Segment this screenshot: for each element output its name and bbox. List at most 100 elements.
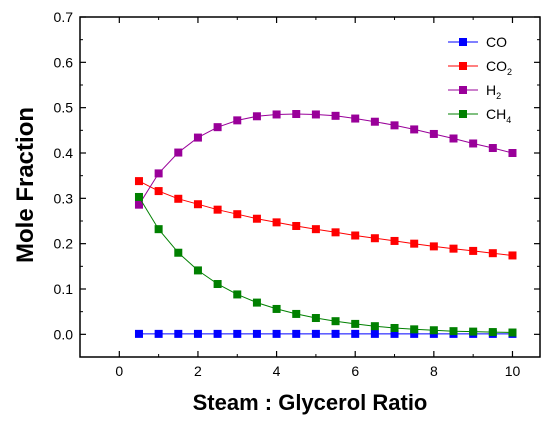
y-tick-label: 0.5 <box>54 100 74 116</box>
data-point-h2 <box>410 125 419 134</box>
data-point-co <box>213 329 222 338</box>
data-point-ch4 <box>390 323 399 332</box>
data-point-h2 <box>292 110 301 119</box>
x-tick-label: 8 <box>430 363 438 379</box>
data-point-co2 <box>351 231 360 240</box>
data-point-co2 <box>469 246 478 255</box>
y-tick-label: 0.4 <box>54 145 74 161</box>
data-point-h2 <box>154 169 163 178</box>
data-point-co2 <box>272 218 281 227</box>
series-line-ch4 <box>138 196 513 333</box>
data-point-co2 <box>488 249 497 258</box>
tick-labels: 0 2 4 6 8 10 0.0 0.1 0.2 0.3 0.4 0.5 0.6 0.7 <box>54 9 521 379</box>
data-point-h2 <box>213 123 222 132</box>
data-point-co2 <box>134 177 143 186</box>
x-tick-label: 0 <box>115 363 123 379</box>
data-point-co2 <box>311 225 320 234</box>
data-point-co <box>311 329 320 338</box>
y-tick-label: 0.0 <box>54 326 74 342</box>
x-tick-label: 2 <box>194 363 202 379</box>
legend-label-ch4: CH4 <box>486 106 511 125</box>
plot-frame <box>79 16 541 358</box>
data-point-co <box>252 329 261 338</box>
data-point-ch4 <box>174 248 183 257</box>
data-point-h2 <box>134 200 143 209</box>
series-layer <box>134 110 517 338</box>
y-tick-label: 0.1 <box>54 281 74 297</box>
series-line-co2 <box>138 180 513 256</box>
data-point-co <box>292 329 301 338</box>
data-point-co <box>410 329 419 338</box>
y-tick-label: 0.6 <box>54 54 74 70</box>
data-point-ch4 <box>193 266 202 275</box>
data-point-ch4 <box>370 322 379 331</box>
legend-marker <box>459 38 467 46</box>
series-line-h2 <box>138 113 513 205</box>
legend-item-co2: CO2 <box>448 58 512 77</box>
data-point-ch4 <box>311 314 320 323</box>
data-point-ch4 <box>292 309 301 318</box>
series-h2 <box>134 110 517 209</box>
data-point-h2 <box>252 112 261 121</box>
data-point-ch4 <box>331 317 340 326</box>
data-point-co <box>233 329 242 338</box>
data-point-h2 <box>351 114 360 123</box>
data-point-ch4 <box>272 304 281 313</box>
data-point-h2 <box>469 139 478 148</box>
x-tick-label: 4 <box>273 363 281 379</box>
data-point-ch4 <box>410 325 419 334</box>
data-point-co2 <box>390 236 399 245</box>
data-point-co <box>174 329 183 338</box>
y-tick-label: 0.3 <box>54 190 74 206</box>
legend: CO CO2 H2 CH4 <box>448 34 512 125</box>
data-point-co2 <box>213 205 222 214</box>
data-point-ch4 <box>469 327 478 336</box>
data-point-h2 <box>449 134 458 143</box>
legend-label-co: CO <box>486 34 507 50</box>
data-point-ch4 <box>449 327 458 336</box>
x-tick-label: 6 <box>351 363 359 379</box>
data-point-ch4 <box>488 328 497 337</box>
series-co2 <box>134 177 517 260</box>
series-ch4 <box>134 192 517 337</box>
axis-ticks <box>80 16 540 357</box>
data-point-co2 <box>449 244 458 253</box>
data-point-co <box>134 329 143 338</box>
data-point-co2 <box>193 200 202 209</box>
legend-marker <box>459 62 467 70</box>
data-point-co <box>272 329 281 338</box>
data-point-co2 <box>252 214 261 223</box>
legend-marker <box>459 110 467 118</box>
data-point-co2 <box>292 221 301 230</box>
data-point-co2 <box>370 234 379 243</box>
legend-marker <box>459 86 467 94</box>
x-axis-title: Steam : Glycerol Ratio <box>193 390 428 415</box>
data-point-co <box>154 329 163 338</box>
data-point-h2 <box>508 149 517 157</box>
data-point-co2 <box>429 242 438 251</box>
data-point-ch4 <box>429 326 438 335</box>
data-point-ch4 <box>233 290 242 299</box>
legend-item-ch4: CH4 <box>448 106 511 125</box>
data-point-co <box>370 329 379 338</box>
legend-label-co2: CO2 <box>486 58 512 77</box>
y-axis-title: Mole Fraction <box>12 107 39 263</box>
data-point-h2 <box>193 133 202 142</box>
data-point-ch4 <box>508 328 517 337</box>
data-point-h2 <box>272 110 281 119</box>
data-point-ch4 <box>213 280 222 289</box>
legend-item-co: CO <box>448 34 507 50</box>
data-point-h2 <box>311 110 320 119</box>
legend-label-h2: H2 <box>486 82 501 101</box>
data-point-co2 <box>410 239 419 248</box>
data-point-ch4 <box>351 319 360 328</box>
y-tick-label: 0.2 <box>54 236 74 252</box>
data-point-co2 <box>508 251 517 260</box>
data-point-h2 <box>488 144 497 153</box>
data-point-co <box>331 329 340 338</box>
data-point-co <box>193 329 202 338</box>
plot-border <box>79 16 541 358</box>
data-point-h2 <box>429 129 438 138</box>
data-point-ch4 <box>134 192 143 201</box>
